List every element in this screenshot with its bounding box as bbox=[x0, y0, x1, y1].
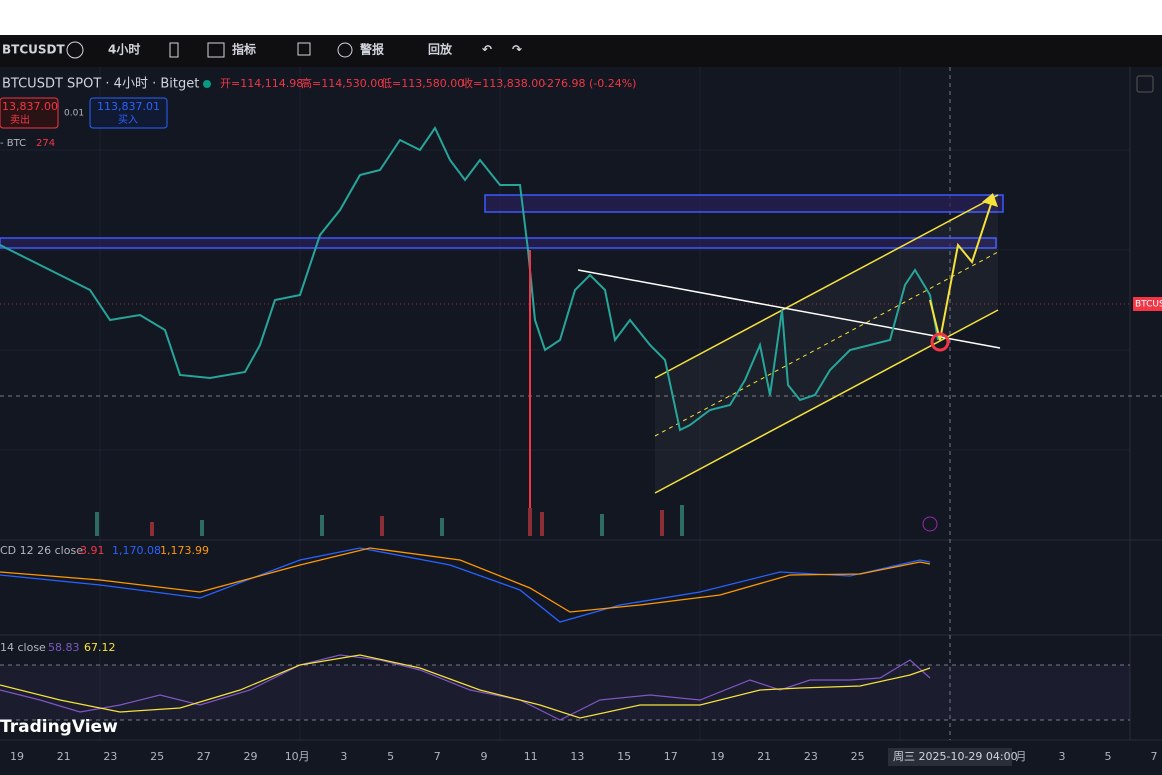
scroll-button[interactable] bbox=[1136, 75, 1154, 93]
alert[interactable]: 警报 bbox=[359, 42, 384, 57]
open: 开=114,114.98 bbox=[220, 77, 303, 90]
x-tick-label: 3 bbox=[340, 750, 347, 763]
undo[interactable]: ↶ bbox=[482, 43, 492, 57]
x-tick-label: 3 bbox=[1059, 750, 1066, 763]
x-tick-label: 29 bbox=[244, 750, 258, 763]
x-tick-label: 27 bbox=[197, 750, 211, 763]
buy-button[interactable] bbox=[89, 97, 168, 129]
spread: 0.01 bbox=[64, 109, 84, 119]
position-label: - BTC bbox=[0, 138, 26, 149]
buy-label: 买入 bbox=[118, 114, 138, 126]
signal-line bbox=[0, 547, 931, 613]
price-path bbox=[0, 125, 939, 432]
symbol[interactable]: BTCUSDT bbox=[2, 43, 65, 57]
x-tick-label: 15 bbox=[617, 750, 631, 763]
price-tag-label: BTCUSDT bbox=[1135, 300, 1162, 310]
x-tick-label: 25 bbox=[150, 750, 164, 763]
projection-arrow bbox=[929, 197, 994, 341]
x-tick-label: 21 bbox=[57, 750, 71, 763]
x-tick-label: 9 bbox=[481, 750, 488, 763]
indicators[interactable]: 指标 bbox=[232, 42, 256, 57]
rsi-band bbox=[0, 665, 1130, 720]
x-tick-label: 5 bbox=[1105, 750, 1112, 763]
trendline[interactable] bbox=[577, 269, 1001, 349]
sell-label: 卖出 bbox=[10, 113, 30, 126]
arrow-head bbox=[982, 193, 998, 207]
price-tag bbox=[1133, 297, 1162, 311]
volume bbox=[150, 508, 664, 536]
x-axis: 19 21 23 25 27 29 10月 3 5 7 9 11 13 15 17 19 21 23 25 月 3 5 7 bbox=[10, 750, 1158, 763]
rsi-line bbox=[0, 654, 931, 721]
change: -276.98 (-0.24%) bbox=[543, 77, 636, 90]
background bbox=[0, 35, 1162, 775]
toolbar bbox=[0, 35, 1162, 67]
sell-button[interactable] bbox=[0, 97, 59, 129]
x-tick-label: 19 bbox=[711, 750, 725, 763]
cursor-label-bg bbox=[888, 748, 1012, 766]
x-tick-label: 5 bbox=[387, 750, 394, 763]
marker-circle bbox=[930, 332, 950, 352]
x-tick-label: 19 bbox=[10, 750, 24, 763]
macd-value: 1,173.99 bbox=[160, 544, 209, 557]
sell-price: 13,837.00 bbox=[2, 100, 58, 113]
rsi-ma bbox=[0, 654, 931, 719]
x-tick-label: 7 bbox=[434, 750, 441, 763]
redo[interactable]: ↷ bbox=[512, 43, 522, 57]
x-tick-label: 10月 bbox=[285, 750, 310, 763]
legend-title: BTCUSDT SPOT · 4小时 · Bitget bbox=[2, 77, 199, 92]
logo: TradingView bbox=[0, 717, 118, 737]
channel-top[interactable] bbox=[654, 194, 999, 379]
volume bbox=[95, 505, 684, 536]
close: 收=113,838.00 bbox=[462, 76, 545, 90]
high: 高=114,530.00 bbox=[301, 76, 384, 90]
x-tick-label: 13 bbox=[570, 750, 584, 763]
resistance-zone[interactable] bbox=[484, 194, 1004, 213]
add-symbol[interactable] bbox=[66, 41, 84, 59]
position-value: 274 bbox=[36, 138, 55, 149]
rsi-label: 14 close bbox=[0, 641, 46, 654]
x-tick-label: 25 bbox=[851, 750, 865, 763]
rsi-value: 58.83 bbox=[48, 641, 80, 654]
alert-icon bbox=[337, 42, 353, 58]
rsi-value: 67.12 bbox=[84, 641, 116, 654]
event-icon[interactable] bbox=[922, 516, 938, 532]
x-tick-label: 23 bbox=[103, 750, 117, 763]
buy-price: 113,837.01 bbox=[97, 100, 160, 113]
macd-line bbox=[0, 547, 931, 623]
x-tick-label: 17 bbox=[664, 750, 678, 763]
macd-label: CD 12 26 close bbox=[0, 544, 83, 557]
cursor-label: 周三 2025-10-29 04:00 bbox=[893, 750, 1018, 763]
low: 低=113,580.00 bbox=[381, 77, 464, 90]
x-tick-label: 11 bbox=[524, 750, 538, 763]
x-tick-label: 月 bbox=[1016, 750, 1027, 763]
chart-type[interactable] bbox=[169, 42, 179, 58]
channel-mid bbox=[654, 251, 999, 437]
replay[interactable]: 回放 bbox=[428, 42, 453, 57]
indicators-icon bbox=[207, 42, 225, 58]
channel-bottom[interactable] bbox=[654, 309, 999, 494]
x-tick-label: 21 bbox=[757, 750, 771, 763]
x-tick-label: 23 bbox=[804, 750, 818, 763]
macd-value: 1,170.08 bbox=[112, 544, 161, 557]
resistance-zone[interactable] bbox=[0, 237, 997, 249]
grid bbox=[0, 67, 1130, 740]
x-tick-label: 7 bbox=[1151, 750, 1158, 763]
interval[interactable]: 4小时 bbox=[108, 42, 140, 57]
layout-icon[interactable] bbox=[297, 42, 311, 56]
macd-value: -3.91 bbox=[76, 544, 104, 557]
status-dot bbox=[203, 80, 211, 88]
